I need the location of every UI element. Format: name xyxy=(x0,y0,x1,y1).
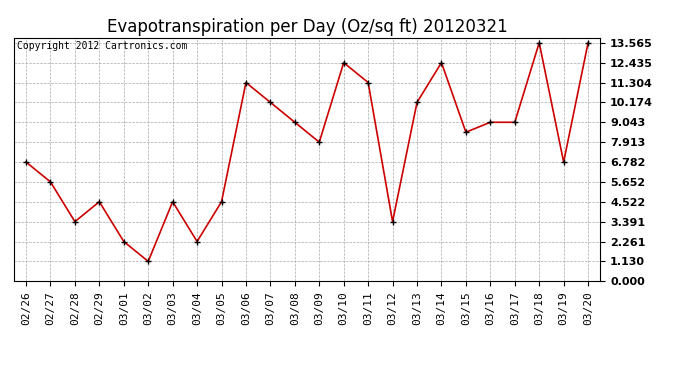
Text: Copyright 2012 Cartronics.com: Copyright 2012 Cartronics.com xyxy=(17,41,187,51)
Title: Evapotranspiration per Day (Oz/sq ft) 20120321: Evapotranspiration per Day (Oz/sq ft) 20… xyxy=(107,18,507,36)
